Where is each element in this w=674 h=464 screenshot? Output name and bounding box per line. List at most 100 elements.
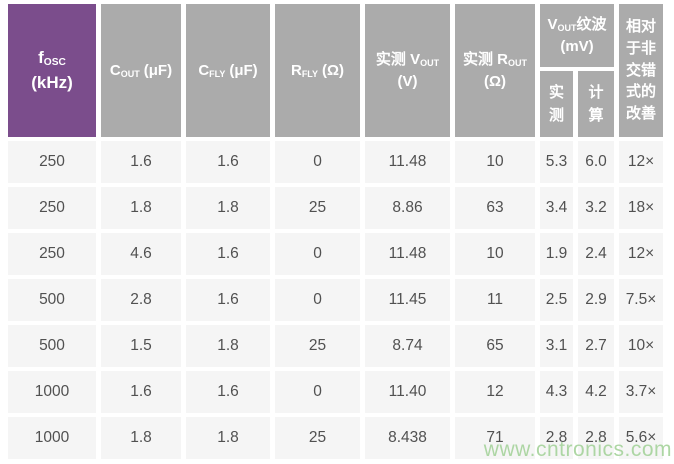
cout-symbol: C — [109, 61, 121, 79]
header-rfly: RFLY (Ω) — [275, 4, 360, 137]
table-cell: 3.7× — [619, 371, 663, 413]
fosc-subscript: OSC — [43, 57, 66, 69]
table-row: 250 1.6 1.6 0 11.48 10 5.3 6.0 12× — [8, 141, 663, 183]
fosc-symbol: f — [38, 47, 44, 67]
table-cell: 25 — [275, 417, 360, 459]
table-cell: 1.6 — [186, 371, 270, 413]
header-ripple-calculated: 计算 — [578, 71, 614, 137]
ripple-subscript: OUT — [557, 22, 577, 33]
table-cell: 4.6 — [101, 233, 181, 275]
table-cell: 500 — [8, 325, 96, 367]
table-cell: 0 — [275, 371, 360, 413]
table-row: 1000 1.8 1.8 25 8.438 71 2.8 2.8 5.6× — [8, 417, 663, 459]
header-measured-vout: 实测 VOUT (V) — [365, 4, 450, 137]
rout-unit: (Ω) — [483, 72, 507, 90]
table-cell: 63 — [455, 187, 535, 229]
table-cell: 250 — [8, 187, 96, 229]
table-cell: 1.9 — [540, 233, 573, 275]
table-cell: 250 — [8, 233, 96, 275]
table-cell: 3.4 — [540, 187, 573, 229]
table-cell: 2.8 — [101, 279, 181, 321]
table-cell: 25 — [275, 325, 360, 367]
rfly-symbol: R — [290, 61, 302, 79]
table-cell: 1.6 — [186, 279, 270, 321]
table-cell: 2.4 — [578, 233, 614, 275]
table-cell: 12× — [619, 233, 663, 275]
table-cell: 1.8 — [186, 187, 270, 229]
table-cell: 12× — [619, 141, 663, 183]
table-cell: 8.438 — [365, 417, 450, 459]
header-measured-rout: 实测 ROUT (Ω) — [455, 4, 535, 137]
table-cell: 2.7 — [578, 325, 614, 367]
table-cell: 6.0 — [578, 141, 614, 183]
vout-subscript: OUT — [420, 57, 440, 68]
table-body: 250 1.6 1.6 0 11.48 10 5.3 6.0 12× 250 1.8 1.8 25 8.8… — [8, 141, 663, 459]
table-row: 250 1.8 1.8 25 8.86 63 3.4 3.2 18× — [8, 187, 663, 229]
table-cell: 71 — [455, 417, 535, 459]
table-cell: 1.6 — [186, 233, 270, 275]
table-row: 1000 1.6 1.6 0 11.40 12 4.3 4.2 3.7× — [8, 371, 663, 413]
table-cell: 1.8 — [101, 187, 181, 229]
table-cell: 10× — [619, 325, 663, 367]
table-cell: 11.48 — [365, 233, 450, 275]
table-header: fOSC (kHz) COUT (μF) CFLY (μF) RFLY (Ω) 实测 … — [8, 4, 663, 137]
rfly-unit: (Ω) — [321, 61, 345, 79]
table-cell: 65 — [455, 325, 535, 367]
table-cell: 1000 — [8, 417, 96, 459]
table-cell: 10 — [455, 141, 535, 183]
table-cell: 7.5× — [619, 279, 663, 321]
header-vout-ripple: VOUT纹波 (mV) — [540, 4, 614, 67]
table-cell: 500 — [8, 279, 96, 321]
table-cell: 0 — [275, 279, 360, 321]
cfly-unit: (μF) — [229, 61, 258, 79]
table-row: 250 4.6 1.6 0 11.48 10 1.9 2.4 12× — [8, 233, 663, 275]
table-row: 500 1.5 1.8 25 8.74 65 3.1 2.7 10× — [8, 325, 663, 367]
header-cout: COUT (μF) — [101, 4, 181, 137]
table-cell: 18× — [619, 187, 663, 229]
header-ripple-measured: 实测 — [540, 71, 573, 137]
table-cell: 4.2 — [578, 371, 614, 413]
cfly-symbol: C — [198, 61, 210, 79]
table-cell: 5.6× — [619, 417, 663, 459]
table-row: 500 2.8 1.6 0 11.45 11 2.5 2.9 7.5× — [8, 279, 663, 321]
rfly-subscript: FLY — [301, 68, 318, 79]
table-cell: 1.5 — [101, 325, 181, 367]
header-cfly: CFLY (μF) — [186, 4, 270, 137]
table-cell: 0 — [275, 141, 360, 183]
table-cell: 1.8 — [101, 417, 181, 459]
table-cell: 250 — [8, 141, 96, 183]
ripple-label: 纹波 (mV) — [560, 15, 607, 55]
table-cell: 8.74 — [365, 325, 450, 367]
fosc-unit: (kHz) — [31, 72, 73, 92]
table-cell: 11.48 — [365, 141, 450, 183]
table-cell: 2.8 — [540, 417, 573, 459]
ripple-symbol: V — [547, 15, 558, 33]
table-cell: 0 — [275, 233, 360, 275]
results-table: fOSC (kHz) COUT (μF) CFLY (μF) RFLY (Ω) 实测 … — [3, 0, 668, 463]
table-cell: 2.8 — [578, 417, 614, 459]
cfly-subscript: FLY — [209, 68, 226, 79]
table-cell: 10 — [455, 233, 535, 275]
rout-label: 实测 R — [462, 50, 508, 68]
table-cell: 3.1 — [540, 325, 573, 367]
table-cell: 1.6 — [101, 141, 181, 183]
table-cell: 3.2 — [578, 187, 614, 229]
header-improvement: 相对于非交错式的改善 — [619, 4, 663, 137]
table-cell: 1.6 — [101, 371, 181, 413]
table-cell: 12 — [455, 371, 535, 413]
table-cell: 25 — [275, 187, 360, 229]
cout-subscript: OUT — [120, 68, 140, 79]
table-cell: 2.5 — [540, 279, 573, 321]
table-cell: 11.45 — [365, 279, 450, 321]
table-cell: 2.9 — [578, 279, 614, 321]
table-cell: 11.40 — [365, 371, 450, 413]
vout-label: 实测 V — [375, 50, 421, 68]
header-fosc: fOSC (kHz) — [8, 4, 96, 137]
vout-unit: (V) — [397, 72, 418, 90]
table-cell: 5.3 — [540, 141, 573, 183]
table-cell: 1.8 — [186, 417, 270, 459]
table-cell: 11 — [455, 279, 535, 321]
table-cell: 8.86 — [365, 187, 450, 229]
cout-unit: (μF) — [143, 61, 173, 79]
